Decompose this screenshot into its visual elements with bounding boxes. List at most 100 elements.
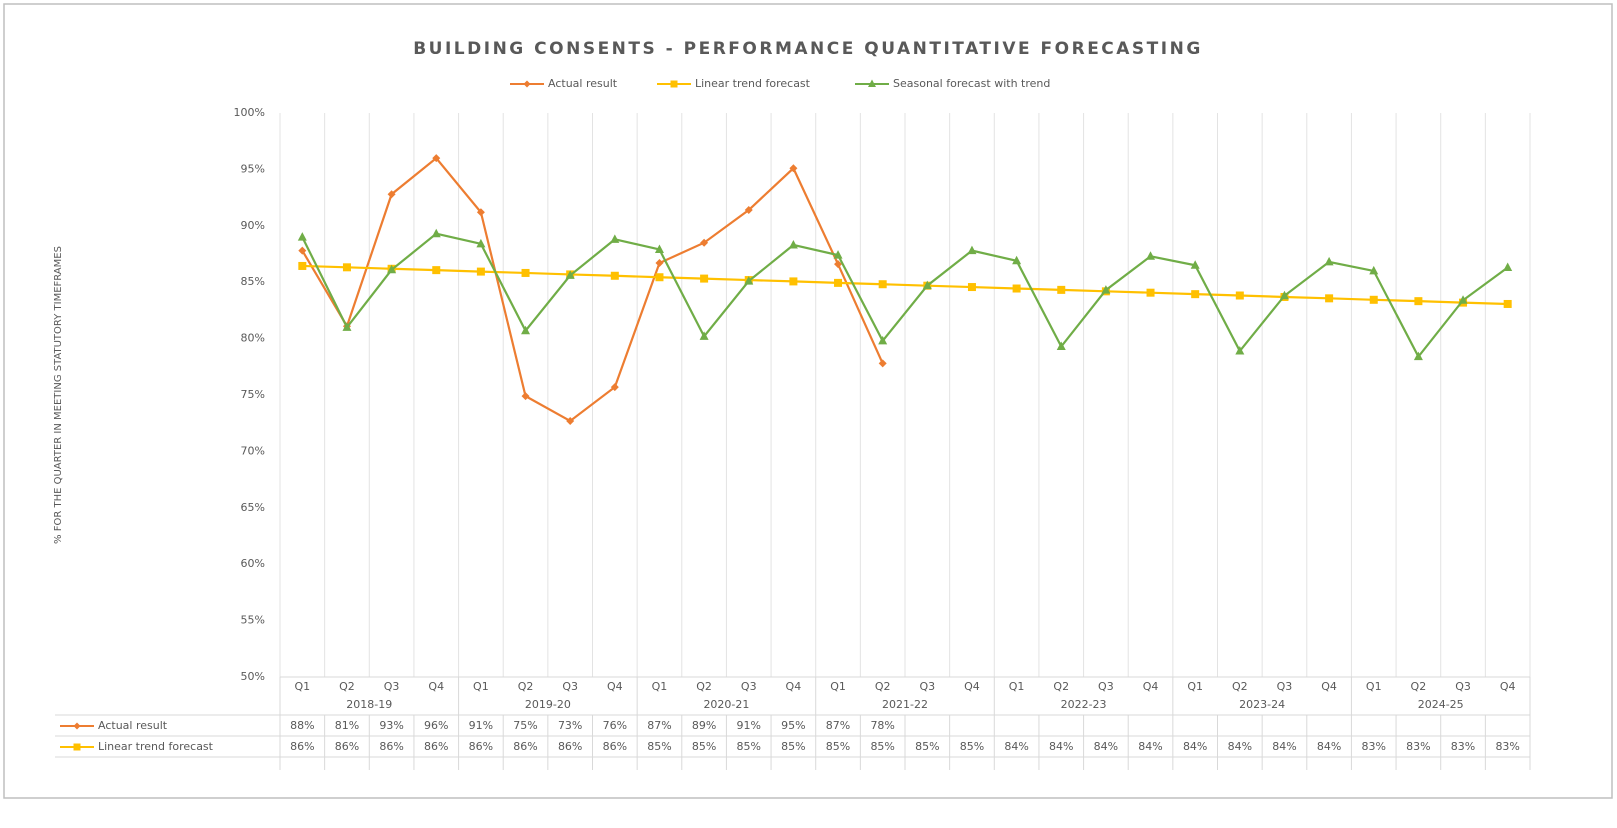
marker (1012, 255, 1022, 265)
table-value: 89% (290, 761, 314, 774)
y-tick-label: 85% (241, 275, 265, 288)
table-value: 85% (647, 740, 671, 753)
x-tick-label: Q3 (562, 680, 578, 693)
marker (655, 273, 664, 282)
marker (565, 270, 575, 279)
marker (1279, 290, 1289, 300)
marker (878, 280, 887, 289)
chart-border (3, 3, 1613, 799)
legend-label: Linear trend forecast (695, 77, 811, 90)
table-value: 85% (870, 740, 894, 753)
marker (1190, 260, 1200, 269)
table-value: 86% (603, 740, 627, 753)
series-line (302, 264, 1508, 306)
y-tick-label: 100% (234, 106, 265, 119)
x-tick-label: Q4 (428, 680, 444, 693)
marker (1235, 291, 1244, 300)
y-tick-label: 80% (241, 332, 265, 345)
marker (878, 335, 888, 345)
marker (387, 264, 397, 274)
marker (1414, 297, 1423, 306)
table-value: 86% (558, 761, 582, 774)
y-tick-label: 75% (241, 388, 265, 401)
y-tick-label: 60% (241, 557, 265, 570)
table-value: 89% (603, 761, 627, 774)
table-value: 81% (335, 719, 359, 732)
table-value: 83% (1495, 740, 1519, 753)
table-value: 73% (558, 719, 582, 732)
marker (566, 416, 575, 425)
table-value: 86% (379, 761, 403, 774)
x-group-label: 2023-24 (1239, 698, 1285, 711)
marker (610, 234, 620, 243)
marker (432, 266, 441, 275)
marker (73, 722, 81, 730)
marker (1325, 294, 1334, 303)
x-tick-label: Q2 (875, 680, 891, 693)
y-tick-label: 65% (241, 501, 265, 514)
table-value: 88% (960, 761, 984, 774)
table-value: 86% (1183, 761, 1207, 774)
table-value: 86% (379, 740, 403, 753)
table-value: 86% (290, 740, 314, 753)
y-tick-label: 70% (241, 444, 265, 457)
marker (789, 164, 798, 173)
x-group-label: 2022-23 (1061, 698, 1107, 711)
table-value: 84% (1317, 740, 1341, 753)
marker (1012, 284, 1021, 293)
table-value: 88% (781, 761, 805, 774)
table-value: 84% (1094, 761, 1118, 774)
table-value: 83% (1406, 740, 1430, 753)
table-value: 84% (1138, 740, 1162, 753)
x-tick-label: Q1 (830, 680, 846, 693)
marker (789, 277, 798, 286)
marker (1056, 341, 1066, 350)
marker (1503, 262, 1513, 272)
x-tick-label: Q4 (786, 680, 802, 693)
marker (1324, 256, 1334, 266)
table-value: 89% (692, 719, 716, 732)
table-value: 86% (1362, 761, 1386, 774)
x-tick-label: Q3 (741, 680, 757, 693)
table-value: 83% (1451, 761, 1475, 774)
marker (1235, 346, 1245, 355)
marker (655, 259, 664, 268)
table-value: 88% (469, 761, 493, 774)
marker (868, 79, 876, 87)
marker (432, 154, 441, 163)
x-tick-label: Q3 (1277, 680, 1293, 693)
table-value: 84% (1049, 740, 1073, 753)
x-tick-label: Q3 (919, 680, 935, 693)
marker (610, 383, 619, 392)
table-value: 86% (469, 740, 493, 753)
table-value: 84% (1094, 740, 1118, 753)
table-value: 88% (647, 761, 671, 774)
table-value: 81% (513, 761, 537, 774)
table-value: 85% (915, 740, 939, 753)
marker (744, 276, 754, 285)
marker (610, 271, 619, 280)
marker (476, 267, 485, 276)
table-value: 89% (424, 761, 448, 774)
table-row-label: Linear trend forecast (98, 740, 214, 753)
y-axis-label: % FOR THE QUARTER IN MEETING STATUTORY T… (53, 246, 64, 544)
legend-label: Seasonal forecast with trend (893, 77, 1050, 90)
marker (521, 268, 530, 277)
marker (699, 331, 709, 340)
x-tick-label: Q3 (384, 680, 400, 693)
table-value: 80% (870, 761, 894, 774)
x-tick-label: Q4 (1321, 680, 1337, 693)
y-tick-label: 55% (241, 614, 265, 627)
marker (521, 392, 530, 401)
series-line (301, 156, 884, 423)
table-value: 75% (513, 719, 537, 732)
marker (1503, 299, 1512, 308)
table-value: 85% (960, 740, 984, 753)
marker (297, 232, 307, 241)
table-value: 86% (424, 740, 448, 753)
table-value: 91% (737, 719, 761, 732)
table-row-label: Seasonal forecast with trend (98, 761, 255, 774)
marker (476, 238, 486, 248)
marker (1413, 351, 1423, 361)
